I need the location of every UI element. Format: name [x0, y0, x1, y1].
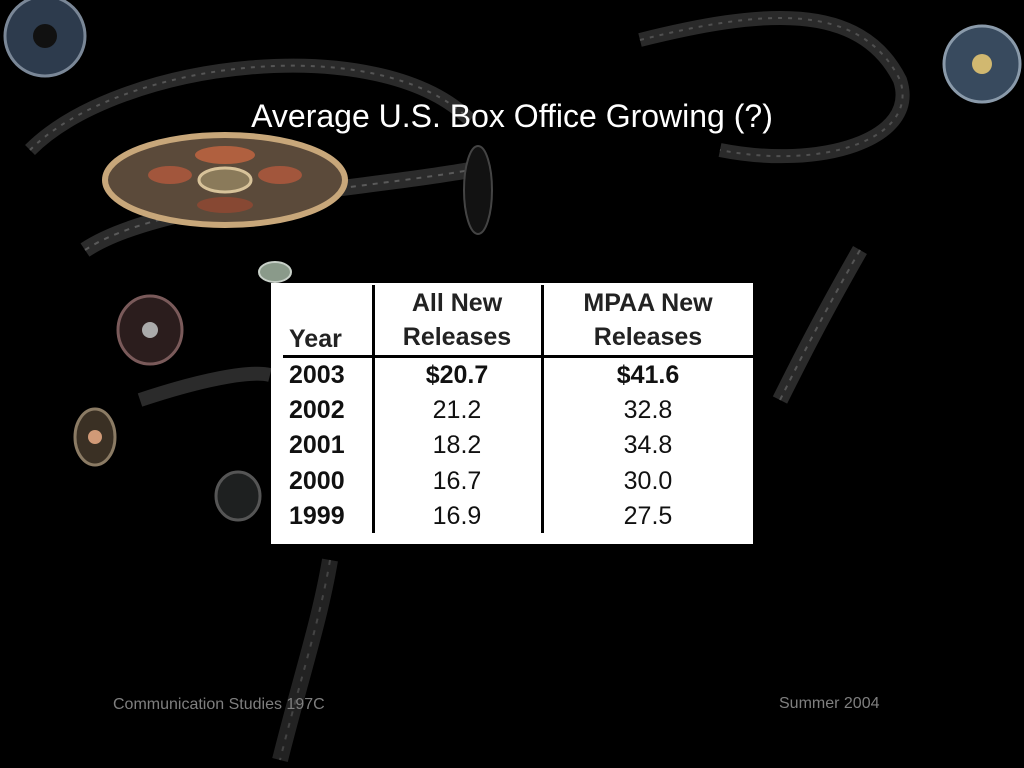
column-divider-2: [541, 285, 544, 533]
row-all-new: 21.2: [432, 396, 482, 424]
table-grid: Year All New Releases MPAA New Releases …: [271, 283, 753, 544]
row-year: 2002: [289, 396, 345, 424]
reel-lower-left: [214, 470, 262, 522]
row-mpaa: 30.0: [623, 467, 673, 495]
slide-title: Average U.S. Box Office Growing (?): [251, 98, 773, 134]
header-mpaa-line1: MPAA New: [583, 289, 713, 317]
reel-tiny: [258, 261, 292, 283]
row-all-new: 16.7: [432, 467, 482, 495]
header-all-new-line2: Releases: [402, 323, 512, 351]
row-year: 1999: [289, 502, 345, 530]
row-year: 2003: [289, 361, 345, 389]
reel-large: [102, 132, 348, 228]
header-year: Year: [289, 325, 342, 353]
reel-thin: [463, 145, 493, 235]
reel-top-right: [942, 24, 1022, 104]
header-all-new-line1: All New: [411, 289, 503, 317]
reel-mid-left: [116, 294, 184, 366]
row-mpaa: 34.8: [623, 431, 673, 459]
reel-small-left: [73, 407, 117, 467]
footer-term: Summer 2004: [779, 695, 880, 712]
header-underline: [283, 355, 753, 358]
row-year: 2000: [289, 467, 345, 495]
column-divider-1: [372, 285, 375, 533]
header-mpaa-line2: Releases: [593, 323, 703, 351]
row-mpaa: $41.6: [616, 361, 680, 389]
row-all-new: 16.9: [432, 502, 482, 530]
row-year: 2001: [289, 431, 345, 459]
footer-course: Communication Studies 197C: [113, 696, 325, 713]
row-mpaa: 27.5: [623, 502, 673, 530]
row-all-new: $20.7: [425, 361, 489, 389]
row-mpaa: 32.8: [623, 396, 673, 424]
reel-top-left: [3, 0, 87, 78]
box-office-table: Year All New Releases MPAA New Releases …: [271, 283, 753, 544]
row-all-new: 18.2: [432, 431, 482, 459]
